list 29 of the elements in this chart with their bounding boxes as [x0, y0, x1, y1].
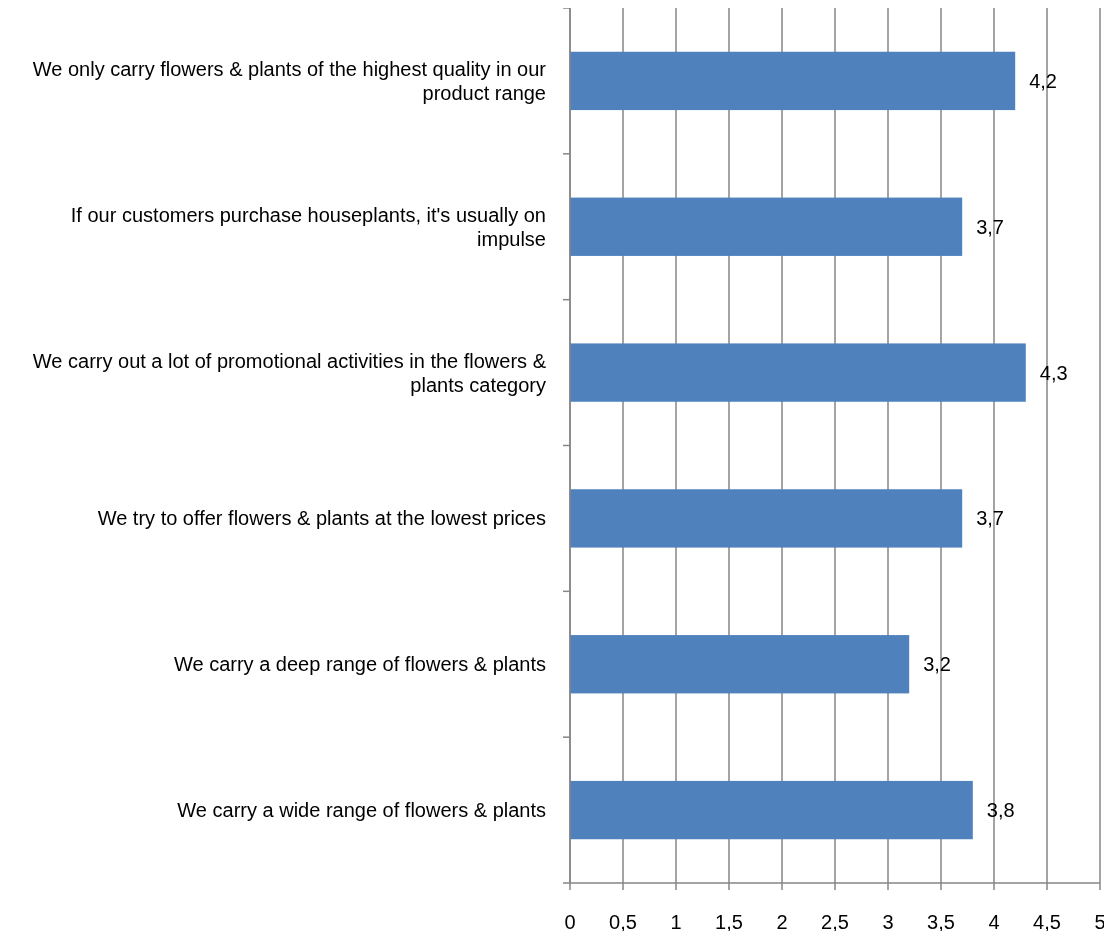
data-label: 3,7: [976, 507, 1005, 530]
data-label: 3,7: [976, 215, 1005, 238]
y-tick-label: We try to offer flowers & plants at the lowest prices: [97, 507, 546, 530]
bar: [570, 635, 910, 694]
x-tick-label: 4,5: [1033, 911, 1061, 933]
bar: [570, 197, 963, 256]
x-tick-label: 0: [564, 911, 576, 933]
x-tick-label: 0,5: [609, 911, 637, 933]
y-tick-label: If our customers purchase houseplants, it's usually on impulse: [70, 203, 546, 250]
x-tick-label: 1: [670, 911, 682, 933]
data-label: 3,2: [923, 653, 952, 676]
data-label: 3,8: [986, 799, 1015, 822]
y-tick-label: We carry a deep range of flowers & plants: [173, 653, 546, 676]
x-tick-label: 4: [988, 911, 1000, 933]
bar: [570, 780, 973, 840]
data-label: 4,2: [1029, 69, 1058, 92]
x-tick-label: 2,5: [821, 911, 849, 933]
x-tick-label: 5: [1094, 911, 1106, 933]
y-tick-label: We carry a wide range of flowers & plants: [177, 799, 546, 822]
y-tick-label: We carry out a lot of promotional activities in the flowers & plants category: [32, 349, 547, 396]
x-tick-label: 3,5: [927, 911, 955, 933]
bar: [570, 51, 1016, 111]
y-tick-label: We only carry flowers & plants of the highest quality in our product range: [32, 57, 547, 104]
bar: [570, 489, 963, 548]
bar: [570, 343, 1026, 402]
x-tick-label: 3: [882, 911, 894, 933]
x-tick-label: 1,5: [715, 911, 743, 933]
data-label: 4,3: [1039, 361, 1068, 384]
x-tick-label: 2: [776, 911, 788, 933]
